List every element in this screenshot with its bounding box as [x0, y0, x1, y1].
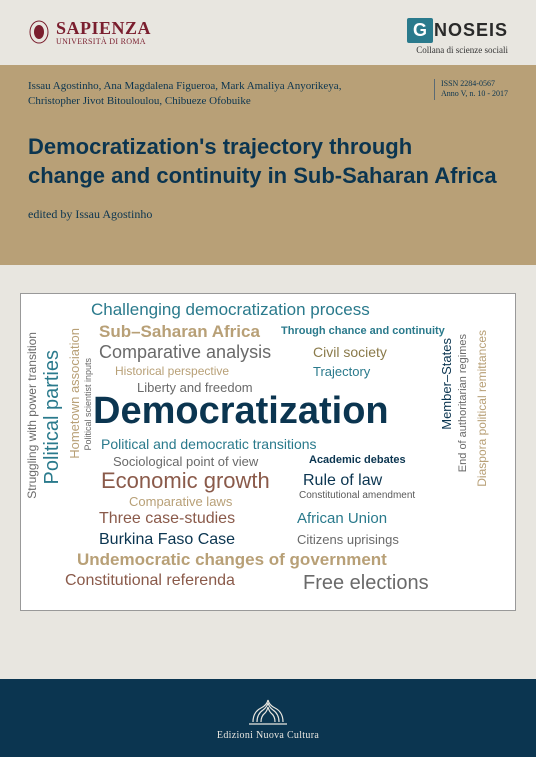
wordcloud-term: Burkina Faso Case: [99, 531, 235, 549]
sapienza-sub: UNIVERSITÀ DI ROMA: [56, 37, 151, 46]
issn-block: ISSN 2284-0567 Anno V, n. 10 - 2017: [434, 79, 508, 100]
wordcloud-term: Free elections: [303, 572, 429, 595]
wordcloud-term-vertical: Hometown association: [67, 328, 82, 459]
issue: Anno V, n. 10 - 2017: [441, 89, 508, 99]
wordcloud-term: Constitutional amendment: [299, 490, 415, 501]
gnoseis-g: G: [407, 18, 433, 43]
authors-line: Issau Agostinho, Ana Magdalena Figueroa,…: [28, 79, 378, 110]
wordcloud-term: Economic growth: [101, 468, 270, 494]
wordcloud-term: Three case-studies: [99, 510, 235, 528]
title-line-1: Democratization's trajectory through: [28, 132, 508, 162]
title-band: Issau Agostinho, Ana Magdalena Figueroa,…: [0, 65, 536, 265]
sapienza-crest-icon: [28, 19, 50, 45]
main-title: Democratization's trajectory through cha…: [28, 132, 508, 191]
wordcloud-term: Civil society: [313, 344, 387, 360]
wordcloud-term: African Union: [297, 510, 387, 527]
wordcloud-term: Academic debates: [309, 454, 406, 466]
wordcloud-term-vertical: Diaspora political remittances: [475, 330, 489, 487]
wordcloud-term-vertical: Political scientist inputs: [83, 358, 93, 451]
wordcloud-term: Constitutional referenda: [65, 572, 235, 590]
wordcloud-term: Comparative laws: [129, 494, 232, 509]
wordcloud-term-vertical: Struggling with power transition: [25, 332, 39, 499]
gnoseis-rest: NOSEIS: [434, 20, 508, 41]
wordcloud-term: Trajectory: [313, 364, 370, 379]
wordcloud-term: Through chance and continuity: [281, 325, 445, 337]
wordcloud: Challenging democratization processSub–S…: [20, 293, 516, 611]
wordcloud-term-vertical: End of authoritarian regimes: [457, 334, 469, 472]
issn: ISSN 2284-0567: [441, 79, 508, 89]
wordcloud-term: Rule of law: [303, 472, 382, 490]
wordcloud-term: Challenging democratization process: [91, 300, 370, 320]
edited-by: edited by Issau Agostinho: [28, 207, 508, 222]
header: SAPIENZA UNIVERSITÀ DI ROMA G NOSEIS Col…: [0, 0, 536, 65]
wordcloud-term: Sociological point of view: [113, 454, 258, 469]
wordcloud-term: Democratization: [93, 390, 389, 433]
publisher-logo-icon: [247, 696, 289, 726]
wordcloud-term-vertical: Political parties: [41, 350, 64, 485]
wordcloud-term: Undemocratic changes of government: [77, 550, 387, 570]
wordcloud-term: Citizens uprisings: [297, 532, 399, 547]
sapienza-logo: SAPIENZA UNIVERSITÀ DI ROMA: [28, 18, 151, 46]
wordcloud-term: Comparative analysis: [99, 342, 271, 363]
title-line-2: change and continuity in Sub-Saharan Afr…: [28, 161, 508, 191]
gnoseis-logo: G NOSEIS Collana di scienze sociali: [407, 18, 508, 55]
wordcloud-term: Historical perspective: [115, 364, 229, 378]
gnoseis-sub: Collana di scienze sociali: [416, 45, 508, 55]
wordcloud-term: Political and democratic transitions: [101, 436, 317, 452]
sapienza-name: SAPIENZA: [56, 18, 151, 39]
wordcloud-term-vertical: Member–States: [439, 338, 454, 430]
footer: Edizioni Nuova Cultura: [0, 679, 536, 757]
wordcloud-term: Sub–Saharan Africa: [99, 322, 260, 342]
publisher-name: Edizioni Nuova Cultura: [217, 730, 319, 741]
